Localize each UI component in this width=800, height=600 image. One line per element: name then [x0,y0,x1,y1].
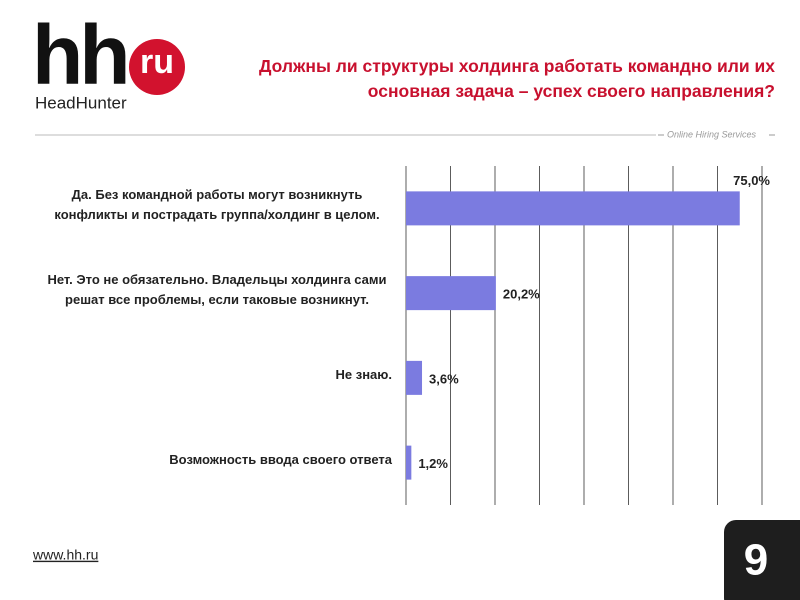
category-label: Возможность ввода своего ответа [169,451,392,467]
logo-mark: hh [32,8,127,102]
tagline: Online Hiring Services [667,129,757,139]
chart-title: Должны ли структуры холдинга работать ко… [258,56,775,101]
category-label: Не знаю. [335,366,393,382]
page-number: 9 [744,536,768,585]
bar [406,191,740,226]
page-number-box [724,520,800,600]
bar [406,360,423,395]
value-label: 1,2% [418,456,448,471]
logo-name: HeadHunter [35,93,127,112]
logo-badge-circle [129,39,185,95]
bar [406,276,496,311]
value-label: 3,6% [429,371,459,386]
bar [406,445,412,480]
footer-url: www.hh.ru [32,547,98,563]
value-label: 20,2% [503,287,540,302]
category-label: Да. Без командной работы могут возникнут… [54,187,380,223]
value-label: 75,0% [733,173,770,188]
category-label: Нет. Это не обязательно. Владельцы холди… [47,272,387,308]
logo-badge: ru [140,43,174,81]
